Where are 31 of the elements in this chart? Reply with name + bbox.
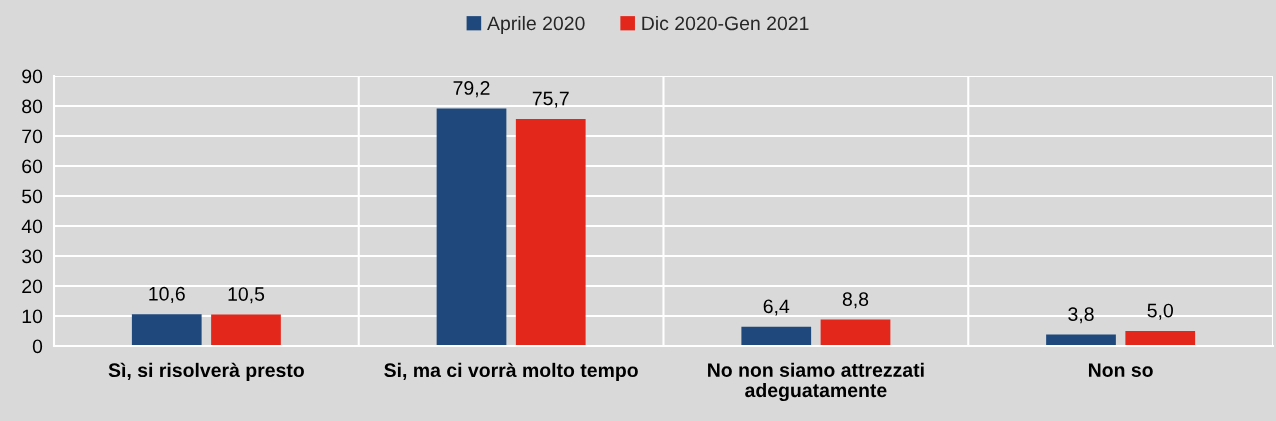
bar — [436, 108, 507, 346]
y-tick-label: 80 — [22, 99, 43, 114]
x-tick-label: Sì, si risolverà presto — [108, 362, 304, 381]
bar — [131, 314, 202, 346]
data-label: 75,7 — [532, 91, 569, 108]
y-tick-label: 40 — [21, 219, 43, 234]
y-tick-label: 0 — [32, 339, 43, 354]
y-tick-label: 70 — [22, 129, 43, 144]
data-label: 5,0 — [1147, 303, 1173, 320]
data-label: 10,5 — [228, 287, 265, 304]
bar — [741, 326, 812, 346]
y-tick-label: 90 — [22, 69, 43, 84]
data-label: 6,4 — [763, 299, 790, 316]
bar — [820, 319, 891, 346]
bar — [515, 118, 586, 346]
x-tick-label: Si, ma ci vorrà molto tempo — [384, 362, 638, 381]
data-label: 10,6 — [149, 286, 185, 303]
data-label: 3,8 — [1068, 307, 1094, 324]
bar — [1125, 331, 1196, 346]
x-tick-label: No non siamo attrezzati adeguatamente — [708, 362, 924, 402]
x-tick-label: Non so — [1088, 363, 1153, 377]
bar — [211, 314, 281, 346]
y-tick-label: 30 — [22, 249, 43, 264]
y-tick-label: 50 — [22, 189, 43, 204]
y-tick-label: 10 — [22, 309, 43, 324]
data-label: 8,8 — [842, 292, 869, 309]
y-tick-label: 20 — [22, 279, 43, 294]
legend-label: Dic 2020-Gen 2021 — [642, 15, 809, 31]
data-label: 79,2 — [453, 81, 490, 98]
legend-label: Aprile 2020 — [487, 15, 585, 35]
y-tick-label: 60 — [22, 159, 43, 174]
